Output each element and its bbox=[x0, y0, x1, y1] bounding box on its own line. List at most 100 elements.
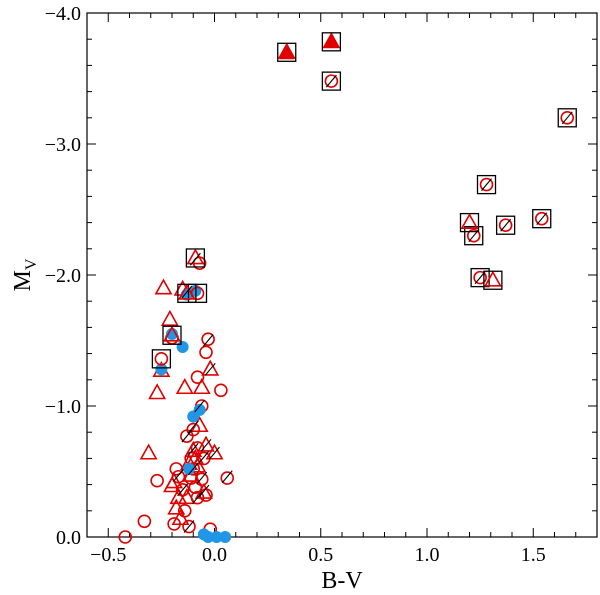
point-filled-triangle bbox=[323, 33, 339, 48]
point-slash bbox=[181, 429, 193, 443]
y-axis-label-sub: V bbox=[23, 258, 40, 270]
point-slash bbox=[183, 520, 195, 533]
point-slash bbox=[196, 471, 208, 485]
point-slash bbox=[474, 271, 486, 284]
point-box bbox=[187, 283, 208, 303]
point-open-triangle bbox=[201, 359, 220, 376]
point-box bbox=[459, 212, 480, 233]
point-open-triangle bbox=[192, 378, 211, 395]
point-box bbox=[557, 108, 577, 128]
point-open-circle bbox=[194, 472, 209, 487]
point-box bbox=[464, 226, 484, 246]
point-filled-circle bbox=[193, 403, 206, 416]
point-open-triangle bbox=[167, 498, 186, 515]
point-box bbox=[277, 42, 297, 62]
point-open-triangle bbox=[177, 283, 196, 300]
point-open-triangle bbox=[148, 383, 167, 400]
point-filled-circle bbox=[176, 341, 189, 354]
point-slash bbox=[500, 218, 512, 232]
y-tick-label: 0.0 bbox=[56, 527, 81, 549]
point-open-circle bbox=[498, 218, 513, 233]
point-open-triangle bbox=[460, 212, 479, 229]
point-box bbox=[185, 248, 206, 268]
point-open-circle bbox=[214, 383, 228, 398]
point-slash bbox=[209, 446, 220, 460]
point-open-triangle bbox=[177, 488, 196, 505]
point-slash bbox=[202, 334, 214, 347]
point-slash bbox=[481, 178, 492, 191]
y-tick-label: −4.0 bbox=[45, 3, 81, 25]
point-slash bbox=[187, 420, 199, 434]
point-open-circle bbox=[182, 519, 196, 534]
point-slash bbox=[177, 483, 189, 497]
point-slash bbox=[325, 74, 337, 88]
point-filled-circle bbox=[210, 531, 223, 543]
point-box bbox=[151, 349, 172, 369]
point-slash bbox=[561, 111, 573, 125]
point-open-triangle bbox=[163, 325, 181, 342]
point-box bbox=[321, 32, 342, 52]
point-box bbox=[483, 270, 503, 290]
point-open-triangle bbox=[197, 435, 215, 452]
point-open-triangle bbox=[163, 476, 181, 493]
point-open-triangle bbox=[139, 443, 158, 460]
axis-ticks bbox=[86, 12, 598, 538]
point-filled-circle bbox=[202, 531, 215, 543]
point-open-triangle bbox=[205, 443, 224, 460]
y-tick-label: −1.0 bbox=[45, 396, 81, 418]
point-slash bbox=[189, 252, 201, 266]
plot-frame bbox=[86, 12, 598, 538]
point-open-circle bbox=[324, 74, 339, 88]
point-open-triangle bbox=[154, 278, 173, 295]
point-open-triangle bbox=[277, 42, 296, 59]
point-filled-circle bbox=[166, 327, 178, 340]
point-open-triangle bbox=[160, 309, 179, 326]
data-marks bbox=[118, 32, 577, 544]
point-slash bbox=[200, 438, 212, 452]
point-filled-circle bbox=[183, 462, 195, 475]
y-axis-label: MV bbox=[10, 258, 40, 291]
point-box bbox=[495, 215, 516, 235]
point-open-triangle bbox=[184, 440, 203, 457]
point-slash bbox=[192, 491, 203, 505]
point-open-triangle bbox=[483, 270, 502, 287]
point-open-circle bbox=[479, 177, 494, 192]
point-open-circle bbox=[154, 352, 169, 366]
point-open-circle bbox=[186, 422, 201, 437]
point-open-circle bbox=[220, 471, 235, 485]
point-box bbox=[177, 283, 197, 303]
point-box bbox=[532, 209, 552, 229]
point-box bbox=[476, 174, 497, 195]
x-tick-label: −0.5 bbox=[90, 544, 126, 566]
point-open-triangle bbox=[194, 482, 213, 499]
point-slash bbox=[172, 469, 184, 482]
point-open-circle bbox=[137, 514, 152, 529]
point-slash bbox=[181, 285, 193, 299]
x-tick-label: 1.5 bbox=[521, 544, 546, 566]
point-open-triangle bbox=[175, 378, 194, 395]
axis-tick-labels: −0.5 0.0 0.5 1.0 1.5 0.0 −1.0 −2.0 −3.0 −4.0 bbox=[45, 3, 546, 566]
point-slash bbox=[194, 399, 206, 413]
point-open-triangle bbox=[186, 248, 205, 265]
x-tick-label: 0.0 bbox=[202, 544, 227, 566]
point-filled-circle bbox=[219, 531, 232, 543]
point-slash bbox=[198, 484, 210, 498]
point-slash bbox=[198, 450, 210, 464]
point-open-triangle bbox=[322, 32, 341, 49]
point-slash bbox=[468, 229, 480, 243]
point-open-circle bbox=[466, 228, 481, 243]
point-slash bbox=[187, 462, 199, 476]
point-box bbox=[162, 325, 182, 345]
point-slash bbox=[536, 212, 548, 226]
point-open-circle bbox=[150, 473, 164, 488]
x-axis-label: B-V bbox=[321, 568, 363, 594]
point-open-circle bbox=[199, 345, 213, 360]
point-slash bbox=[221, 470, 233, 484]
y-tick-label: −2.0 bbox=[45, 265, 81, 287]
point-filled-triangle bbox=[279, 45, 295, 60]
point-open-circle bbox=[190, 370, 205, 384]
point-box bbox=[321, 71, 342, 91]
point-open-triangle bbox=[188, 456, 207, 473]
x-tick-label: 1.0 bbox=[415, 544, 440, 566]
